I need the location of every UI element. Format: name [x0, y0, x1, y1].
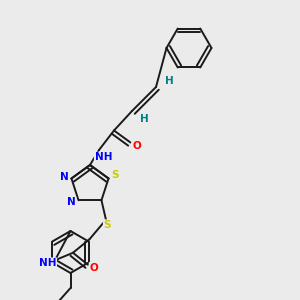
Text: NH: NH	[39, 258, 56, 268]
Text: N: N	[67, 197, 75, 207]
Text: S: S	[111, 170, 118, 181]
Text: H: H	[165, 76, 174, 86]
Text: H: H	[140, 113, 148, 124]
Text: S: S	[104, 220, 111, 230]
Text: NH: NH	[95, 152, 112, 163]
Text: N: N	[60, 172, 68, 182]
Text: O: O	[90, 263, 98, 273]
Text: O: O	[132, 140, 141, 151]
